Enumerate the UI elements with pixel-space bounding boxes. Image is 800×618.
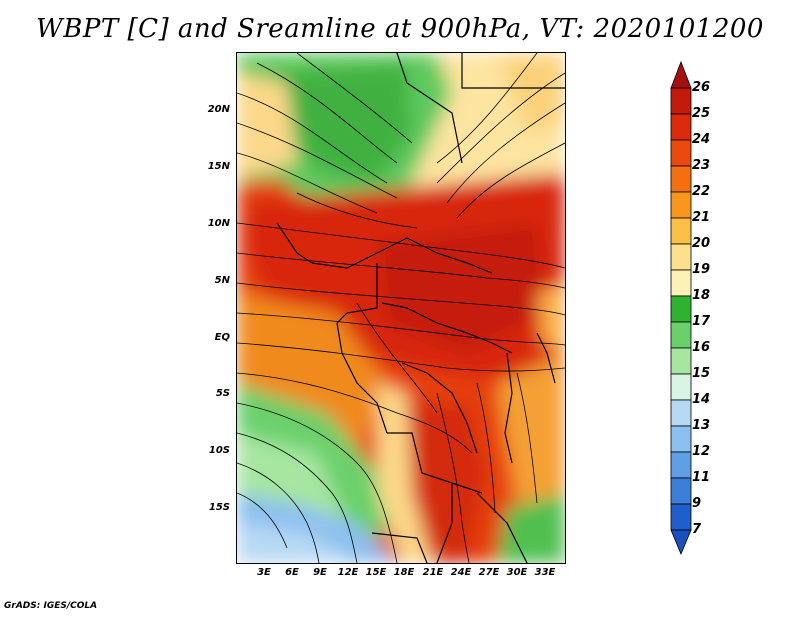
colorbar-swatch [670, 347, 692, 375]
colorbar-label-25: 25 [692, 106, 711, 121]
colorbar [670, 60, 692, 556]
colorbar-label-16: 16 [692, 340, 711, 355]
colorbar-swatch [670, 113, 692, 141]
chart-title: WBPT [C] and Sreamline at 900hPa, VT: 20… [36, 14, 764, 44]
lat-label-10s: 10S [208, 445, 230, 456]
lon-label-30e: 30E [506, 567, 528, 578]
colorbar-swatch [670, 451, 692, 479]
lon-label-3e: 3E [257, 567, 271, 578]
colorbar-label-14: 14 [692, 392, 711, 407]
colorbar-label-13: 13 [692, 418, 711, 433]
colorbar-label-19: 19 [692, 262, 711, 277]
lat-label-15n: 15N [207, 161, 230, 172]
lat-label-5n: 5N [214, 275, 230, 286]
colorbar-swatch [670, 217, 692, 245]
lon-label-12e: 12E [337, 567, 359, 578]
colorbar-swatch [670, 321, 692, 349]
colorbar-swatch [670, 295, 692, 323]
lat-label-15s: 15S [208, 502, 230, 513]
lon-label-9e: 9E [313, 567, 327, 578]
lon-label-18e: 18E [393, 567, 415, 578]
colorbar-swatch [670, 477, 692, 505]
lat-label-5s: 5S [215, 388, 230, 399]
lat-label-10n: 10N [207, 218, 230, 229]
colorbar-swatch [670, 165, 692, 193]
colorbar-swatch [670, 243, 692, 271]
colorbar-swatch [670, 191, 692, 219]
colorbar-swatch [670, 399, 692, 427]
lon-label-6e: 6E [285, 567, 299, 578]
colorbar-label-15: 15 [692, 366, 711, 381]
colorbar-label-21: 21 [692, 210, 711, 225]
lon-label-15e: 15E [365, 567, 387, 578]
colorbar-swatch [670, 425, 692, 453]
colorbar-swatch [670, 87, 692, 115]
colorbar-swatch [670, 503, 692, 531]
colorbar-swatch [670, 269, 692, 297]
lat-label-eq: EQ [214, 332, 230, 343]
colorbar-label-24: 24 [692, 132, 711, 147]
colorbar-label-11: 11 [692, 470, 711, 485]
colorbar-label-26: 26 [692, 80, 711, 95]
colorbar-label-23: 23 [692, 158, 711, 173]
streamlines [237, 53, 565, 563]
colorbar-swatch [670, 373, 692, 401]
map-panel [236, 52, 566, 564]
credit-text: GrADS: IGES/COLA [4, 601, 98, 611]
lon-label-21e: 21E [422, 567, 444, 578]
colorbar-label-17: 17 [692, 314, 711, 329]
wbpt-field [237, 53, 565, 563]
colorbar-label-9: 9 [692, 496, 702, 511]
country-borders [276, 53, 565, 563]
lon-label-33e: 33E [534, 567, 556, 578]
colorbar-swatch [670, 139, 692, 167]
lat-label-20n: 20N [207, 104, 230, 115]
colorbar-label-22: 22 [692, 184, 711, 199]
lon-label-24e: 24E [450, 567, 472, 578]
colorbar-swatch [670, 529, 692, 556]
colorbar-label-7: 7 [692, 522, 702, 537]
colorbar-label-20: 20 [692, 236, 711, 251]
colorbar-swatch [670, 60, 692, 89]
colorbar-label-12: 12 [692, 444, 711, 459]
colorbar-label-18: 18 [692, 288, 711, 303]
lon-label-27e: 27E [478, 567, 500, 578]
